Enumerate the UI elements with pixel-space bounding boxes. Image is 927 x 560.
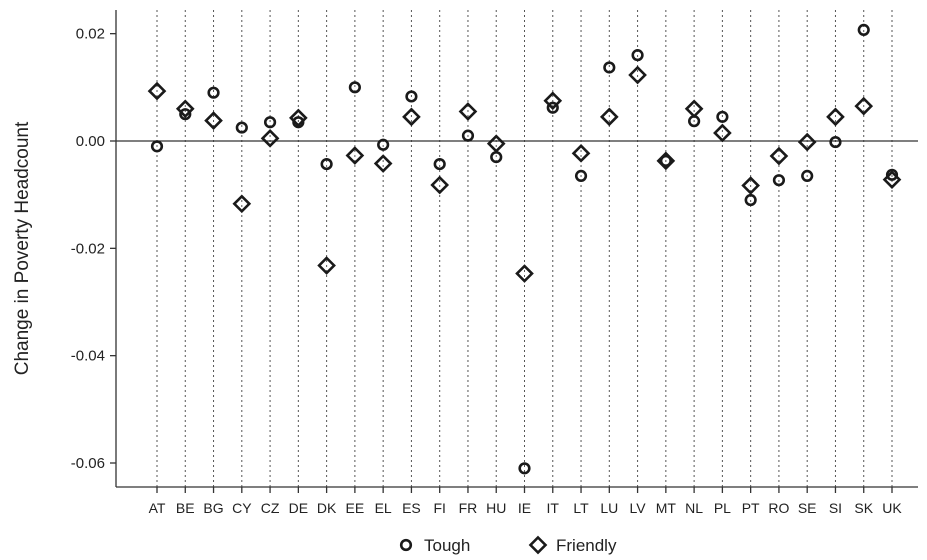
legend-tough-marker bbox=[399, 538, 413, 552]
tough-point-cy bbox=[235, 121, 248, 134]
friendly-point-si bbox=[826, 107, 845, 127]
tough-point-de bbox=[292, 116, 305, 129]
friendly-point-bg bbox=[204, 111, 223, 130]
y-axis-title: Change in Poverty Headcount bbox=[12, 121, 33, 375]
friendly-point-fi bbox=[430, 175, 450, 195]
tough-point-dk bbox=[320, 157, 333, 171]
tough-point-sk bbox=[857, 23, 870, 37]
x-tick-label-bg: BG bbox=[203, 500, 223, 516]
tough-point-mt bbox=[659, 154, 672, 167]
tough-point-si bbox=[829, 135, 842, 149]
tough-point-ee bbox=[348, 81, 361, 94]
tough-point-pl bbox=[716, 110, 729, 123]
friendly-point-cy bbox=[232, 194, 252, 214]
friendly-point-ie bbox=[515, 264, 534, 283]
tough-point-uk bbox=[885, 168, 899, 181]
x-tick-label-pt: PT bbox=[742, 500, 760, 516]
friendly-point-lv bbox=[628, 65, 647, 85]
x-tick-label-lv: LV bbox=[630, 500, 647, 516]
x-tick-label-it: IT bbox=[547, 500, 560, 516]
x-tick-label-be: BE bbox=[176, 500, 195, 516]
tough-point-ie bbox=[518, 462, 531, 475]
x-tick-label-mt: MT bbox=[656, 500, 677, 516]
x-tick-label-dk: DK bbox=[317, 500, 337, 516]
y-tick-label: -0.02 bbox=[71, 240, 105, 257]
x-tick-label-pl: PL bbox=[714, 500, 731, 516]
tough-point-lt bbox=[574, 169, 588, 182]
x-tick-label-es: ES bbox=[402, 500, 421, 516]
friendly-point-pt bbox=[741, 176, 760, 195]
friendly-point-sk bbox=[854, 96, 874, 116]
friendly-point-se bbox=[797, 132, 817, 152]
x-tick-label-se: SE bbox=[798, 500, 817, 516]
friendly-point-nl bbox=[684, 99, 704, 119]
tough-point-bg bbox=[207, 86, 220, 99]
friendly-point-ro bbox=[769, 146, 789, 166]
y-tick-layer: 0.02 0.00 -0.02 -0.04 -0.06 bbox=[71, 26, 116, 472]
friendly-point-at bbox=[147, 81, 167, 101]
tough-point-se bbox=[801, 169, 814, 182]
x-tick-label-lu: LU bbox=[600, 500, 618, 516]
y-tick-label: 0.00 bbox=[76, 133, 105, 150]
legend-tough-label: Tough bbox=[424, 536, 470, 555]
x-tick-label-ro: RO bbox=[768, 500, 789, 516]
x-tick-label-el: EL bbox=[375, 500, 392, 516]
x-tick-label-de: DE bbox=[289, 500, 308, 516]
tough-point-es bbox=[405, 90, 418, 103]
friendly-point-de bbox=[289, 108, 308, 128]
tough-point-fi bbox=[433, 157, 446, 171]
tough-point-ro bbox=[772, 174, 786, 187]
legend: Tough Friendly bbox=[399, 535, 617, 555]
tough-point-it bbox=[546, 101, 559, 114]
tough-point-cz bbox=[263, 116, 277, 129]
tough-point-hu bbox=[490, 151, 503, 164]
y-tick-label: -0.04 bbox=[71, 348, 105, 365]
legend-friendly-label: Friendly bbox=[556, 536, 617, 555]
friendly-point-ee bbox=[345, 146, 365, 165]
x-tick-label-fr: FR bbox=[459, 500, 478, 516]
friendly-point-fr bbox=[458, 102, 478, 121]
x-tick-label-fi: FI bbox=[433, 500, 445, 516]
marker-layer bbox=[147, 23, 902, 475]
grid-layer bbox=[156, 10, 893, 487]
friendly-point-dk bbox=[317, 256, 336, 275]
x-tick-label-sk: SK bbox=[854, 500, 873, 516]
x-tick-label-lt: LT bbox=[573, 500, 589, 516]
x-tick-label-nl: NL bbox=[685, 500, 703, 516]
x-tick-label-uk: UK bbox=[882, 500, 902, 516]
tough-point-fr bbox=[461, 129, 475, 142]
tough-point-nl bbox=[688, 115, 701, 128]
x-tick-label-ie: IE bbox=[518, 500, 531, 516]
friendly-point-it bbox=[543, 91, 563, 111]
x-tick-label-ee: EE bbox=[346, 500, 365, 516]
friendly-point-es bbox=[402, 107, 421, 127]
y-tick-label: -0.06 bbox=[71, 455, 105, 472]
x-tick-label-at: AT bbox=[149, 500, 166, 516]
x-tick-label-hu: HU bbox=[486, 500, 506, 516]
x-tick-layer: AT BE BG CY CZ DE DK EE EL ES FI FR HU IE IT LT LU LV MT NL… bbox=[149, 487, 902, 516]
tough-point-el bbox=[377, 138, 390, 151]
tough-point-lv bbox=[631, 49, 644, 62]
x-tick-label-cz: CZ bbox=[261, 500, 280, 516]
tough-point-lu bbox=[603, 61, 616, 74]
y-tick-label: 0.02 bbox=[76, 26, 105, 43]
friendly-point-lt bbox=[571, 144, 591, 163]
tough-point-be bbox=[179, 108, 192, 121]
tough-point-pt bbox=[744, 193, 757, 207]
friendly-point-pl bbox=[713, 123, 732, 143]
x-tick-label-si: SI bbox=[829, 500, 842, 516]
friendly-point-el bbox=[373, 154, 393, 173]
friendly-point-be bbox=[175, 99, 195, 119]
friendly-point-lu bbox=[599, 107, 619, 127]
friendly-point-hu bbox=[486, 134, 506, 154]
friendly-point-cz bbox=[260, 128, 280, 148]
x-tick-label-cy: CY bbox=[232, 500, 252, 516]
legend-friendly-marker bbox=[528, 535, 548, 555]
tough-point-at bbox=[150, 140, 164, 153]
